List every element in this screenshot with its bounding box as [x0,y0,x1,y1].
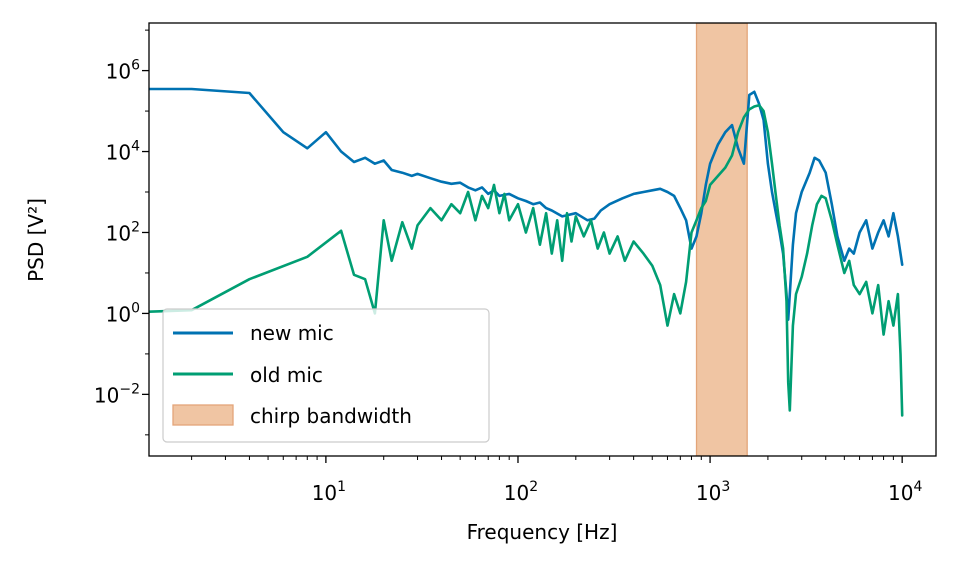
plot-frame [148,22,937,457]
x-axis-label: Frequency [Hz] [467,520,618,544]
y-axis-label: PSD [V²] [24,198,48,282]
y-axis-ticks: 10−2 100 102 104 106 [94,29,149,436]
x-axis-ticks: 101 102 103 104 [191,456,922,505]
y-tick-label: 102 [106,219,140,245]
chirp-bandwidth-rect [695,23,748,456]
legend-chirp-bandwidth-label: chirp bandwidth [250,404,412,428]
x-tick-label: 101 [312,479,346,505]
y-tick-label: 106 [106,58,140,84]
legend: new mic old mic chirp bandwidth [162,308,490,443]
series-layer [149,87,904,417]
legend-old-mic-label: old mic [250,363,323,387]
y-tick-label: 100 [106,300,140,326]
y-tick-label: 10−2 [94,381,140,407]
x-tick-label: 102 [504,479,538,505]
chirp-bandwidth-band [695,23,748,456]
legend-box [162,308,490,443]
x-tick-label: 104 [888,479,922,505]
legend-new-mic-label: new mic [250,321,334,345]
x-tick-label: 103 [696,479,730,505]
series-line-new-mic [149,87,904,321]
legend-chirp-bandwidth-swatch [172,404,234,426]
y-tick-label: 104 [106,139,140,165]
series-line-old-mic [149,103,904,417]
